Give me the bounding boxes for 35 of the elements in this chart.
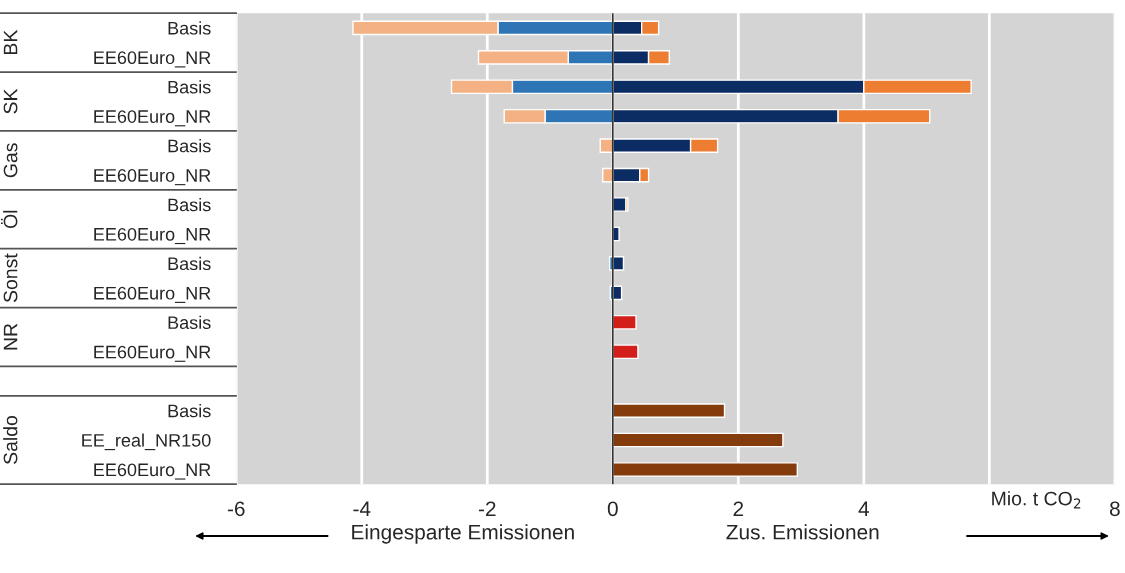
text: Eingesparte Emissionen bbox=[352, 524, 574, 544]
x-tick-label: -4 bbox=[353, 501, 371, 516]
text: Gas bbox=[3, 143, 18, 178]
y-tick-label: Basis bbox=[168, 80, 211, 94]
x-axis-title: Mio. t CO$_{2}$ bbox=[992, 491, 1081, 509]
y-tick-label: EE60Euro_NR bbox=[94, 51, 211, 68]
y-tick-label: Basis bbox=[168, 256, 211, 271]
y-tick-label: Basis bbox=[168, 197, 211, 212]
text: BK bbox=[3, 29, 18, 54]
x-tick-label: 4 bbox=[858, 501, 870, 516]
x-tick-label: -2 bbox=[478, 501, 496, 516]
y-tick-label: Basis bbox=[168, 139, 211, 153]
x-tick-label: -6 bbox=[227, 501, 245, 517]
bar bbox=[612, 314, 637, 330]
bar bbox=[612, 344, 639, 360]
y-tick-label: Basis bbox=[168, 21, 211, 35]
y-tick-label: EE60Euro_NR bbox=[94, 169, 211, 186]
text: Saldo bbox=[3, 415, 18, 465]
text: Zus. Emissionen bbox=[726, 524, 879, 540]
text: Öl bbox=[0, 210, 18, 229]
y-tick-label: EE60Euro_NR bbox=[94, 286, 211, 303]
y-tick-label: EE_real_NR150 bbox=[82, 433, 211, 451]
y-tick-label: Basis bbox=[168, 404, 211, 418]
text: Sonst bbox=[3, 253, 18, 303]
text: SK bbox=[3, 88, 18, 114]
y-tick-label: EE60Euro_NR bbox=[94, 345, 211, 362]
y-tick-label: EE60Euro_NR bbox=[94, 227, 211, 245]
y-tick-label: EE60Euro_NR bbox=[94, 463, 211, 480]
x-tick-label: 2 bbox=[733, 501, 744, 516]
x-tick-label: 8 bbox=[1109, 501, 1120, 517]
x-tick-label: 0 bbox=[607, 501, 618, 517]
y-tick-label: EE60Euro_NR bbox=[94, 110, 211, 127]
text: NR bbox=[3, 323, 18, 350]
y-tick-label: Basis bbox=[168, 315, 211, 329]
bar bbox=[612, 403, 726, 418]
